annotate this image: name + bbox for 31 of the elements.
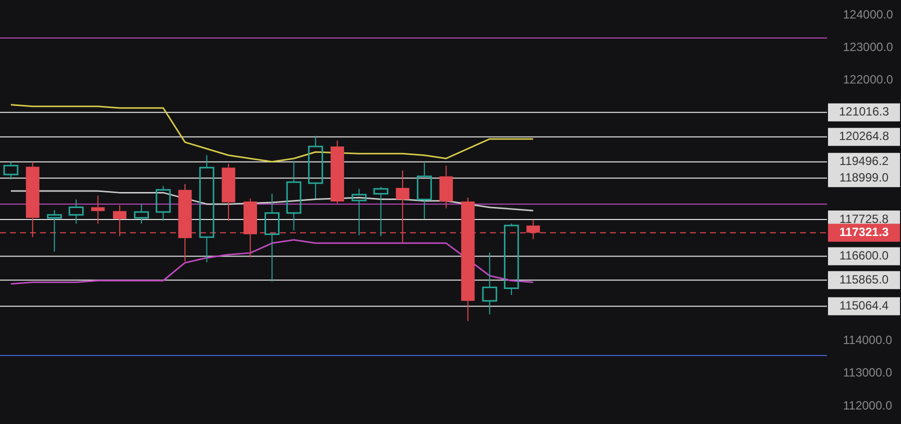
candlestick	[352, 188, 367, 236]
candlestick	[308, 135, 324, 200]
ref-line-label: 117725.8	[839, 212, 889, 226]
ref-line-label: 118999.0	[839, 170, 889, 184]
y-tick-label: 122000.0	[843, 72, 894, 87]
candlestick	[46, 210, 62, 252]
candlestick	[264, 193, 280, 282]
candlestick	[68, 198, 84, 224]
ref-line-label: 115064.4	[839, 298, 889, 313]
ref-line-label: 116600.0	[839, 248, 889, 263]
candlestick	[439, 165, 453, 209]
y-tick-label: 114000.0	[843, 333, 892, 348]
candlestick	[416, 162, 432, 220]
candlestick	[482, 252, 498, 315]
candlestick	[330, 140, 344, 204]
ref-line-label: 115865.0	[839, 272, 889, 286]
candlestick	[373, 186, 388, 237]
candlestick	[222, 163, 236, 222]
ref-line-label: 120264.8	[838, 129, 890, 144]
candlestick	[286, 160, 302, 231]
ref-line-label: 119496.2	[839, 154, 889, 168]
y-tick-label: 113000.0	[843, 366, 892, 380]
candlestick	[156, 185, 171, 222]
candlestick	[134, 204, 149, 224]
candlestick	[91, 195, 105, 224]
y-tick-label: 123000.0	[843, 40, 894, 54]
ref-line-label: 117321.3	[839, 225, 890, 240]
y-tick-label: 124000.0	[843, 8, 894, 22]
ref-line-label: 121016.3	[838, 104, 890, 119]
y-tick-label: 112000.0	[843, 398, 892, 412]
candlestick	[199, 154, 214, 263]
